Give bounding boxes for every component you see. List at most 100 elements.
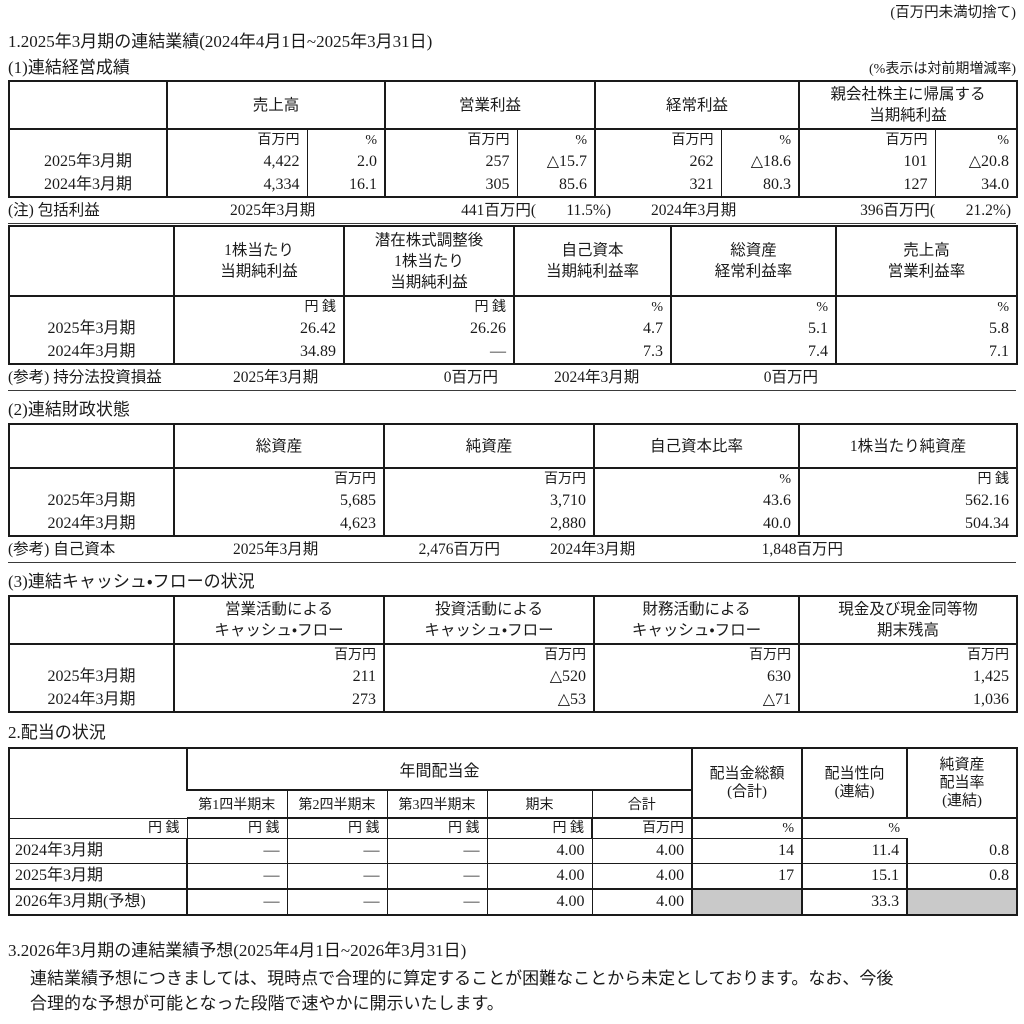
corner-cell: [9, 596, 174, 645]
note-pct-1: 11.5%): [566, 202, 611, 219]
unit-cell: %: [306, 129, 386, 150]
header-row: 1株当たり 当期純利益 潜在株式調整後 1株当たり 当期純利益 自己資本 当期純利益…: [9, 226, 1017, 297]
column-header: 配当性向 (連結): [801, 748, 908, 819]
value-cell: 4.00: [486, 838, 592, 864]
note-label: (参考) 持分法投資損益: [8, 369, 162, 386]
value-cell: 7.3: [513, 340, 671, 364]
unit-cell: 円 銭: [8, 818, 187, 839]
column-header: 現金及び現金同等物 期末残高: [798, 596, 1017, 645]
subsection-operating-results-title: (1)連結経営成績: [8, 58, 130, 77]
unit-cell: 円 銭: [186, 818, 287, 839]
comprehensive-income-note: (注) 包括利益 2025年3月期 441百万円( 11.5%) 2024年3月…: [8, 198, 1016, 224]
value-cell: 17: [691, 863, 803, 890]
financial-position-table: 総資産 純資産 自己資本比率 1株当たり純資産 百万円 百万円% 円 銭 2025年3月期 5,…: [8, 423, 1018, 537]
value-cell: 321: [594, 173, 722, 197]
cash-flow-table: 営業活動による キャッシュ・フロー 投資活動による キャッシュ・フロー 財務活動によ…: [8, 595, 1018, 713]
note-pct-2: 21.2%): [965, 202, 1011, 219]
value-cell: 305: [384, 173, 518, 197]
column-header: 親会社株主に帰属する 当期純利益: [798, 81, 1018, 130]
value-cell: ―: [286, 838, 387, 864]
note-value-2: 0百万円: [763, 369, 818, 386]
column-header: 自己資本比率: [593, 424, 799, 469]
value-cell: 7.4: [670, 340, 836, 364]
period-label: 2025年3月期: [47, 492, 136, 509]
column-header: 営業活動による キャッシュ・フロー: [173, 596, 384, 645]
value-cell: ―: [186, 863, 287, 890]
column-header: 総資産: [173, 424, 384, 469]
value-cell: 562.16: [798, 489, 1017, 512]
value-cell: 4.00: [591, 838, 693, 864]
operating-results-table: 売上高 営業利益 経常利益 親会社株主に帰属する 当期純利益 百万円% 百万円% 百万円% 百…: [8, 80, 1019, 198]
value-cell: 3,710: [383, 489, 594, 512]
table-row: 2024年3月期 273 △53 △71 1,036: [9, 688, 1017, 712]
value-cell: ―: [386, 888, 487, 915]
table-row: 2024年3月期 ― ― ― 4.00 4.00 14 11.4 0.8: [9, 838, 1018, 864]
header-row: 総資産 純資産 自己資本比率 1株当たり純資産: [9, 424, 1017, 469]
table-row: 2025年3月期 4,422 2.0 257 △15.7 262 △18.6 101 △20.8: [9, 150, 1018, 173]
section3: 3.2026年3月期の連結業績予想(2025年4月1日~2026年3月31日) …: [8, 940, 1016, 1016]
period-label: 2025年3月期: [47, 668, 136, 685]
period-label: 2026年3月期(予想): [9, 888, 187, 915]
table-row: 2026年3月期(予想) ― ― ― 4.00 4.00 33.3: [9, 888, 1018, 915]
note-value-1: 441百万円(: [461, 202, 536, 219]
value-cell: 26.42: [173, 317, 344, 340]
value-cell: ―: [286, 863, 387, 890]
value-cell: 15.1: [801, 863, 908, 890]
value-cell: ―: [386, 863, 487, 890]
note-label: (注) 包括利益: [8, 202, 100, 219]
corner-cell: [9, 424, 174, 469]
unit-spacer: [9, 129, 167, 150]
period-label: 2024年3月期: [47, 515, 136, 532]
value-cell: 1,425: [798, 665, 1017, 688]
unit-cell: 百万円: [384, 129, 518, 150]
unit-cell: 円 銭: [173, 296, 344, 317]
value-cell: 43.6: [593, 489, 799, 512]
value-cell: 34.89: [173, 340, 344, 364]
value-cell: △15.7: [516, 150, 596, 173]
period-label: 2025年3月期: [47, 320, 136, 337]
unit-spacer: [9, 644, 174, 665]
header-row: 年間配当金 配当金総額 (合計) 配当性向 (連結) 純資産 配当率 (連結): [9, 748, 1018, 819]
unit-cell: 円 銭: [286, 818, 387, 839]
column-header: 第1四半期末: [187, 790, 287, 819]
note-value-2: 396百万円(: [860, 202, 935, 219]
value-cell: 11.4: [801, 838, 908, 864]
column-header: 売上高: [165, 81, 386, 130]
own-capital-note: (参考) 自己資本 2025年3月期 2,476百万円 2024年3月期 1,8…: [8, 537, 1016, 563]
per-share-indicators-table: 1株当たり 当期純利益 潜在株式調整後 1株当たり 当期純利益 自己資本 当期純利益…: [8, 225, 1018, 365]
value-cell: 85.6: [516, 173, 596, 197]
unit-cell: 百万円: [798, 644, 1017, 665]
value-cell: △71: [593, 688, 799, 712]
column-header: 投資活動による キャッシュ・フロー: [383, 596, 594, 645]
rounding-note: (百万円未満切捨て): [890, 5, 1016, 21]
note-period-2: 2024年3月期: [651, 202, 737, 219]
unit-cell: %: [513, 296, 671, 317]
subsection-financial-position-title: (2)連結財政状態: [8, 400, 130, 419]
column-header: 総資産 経常利益率: [670, 226, 836, 297]
column-header: 純資産: [383, 424, 594, 469]
unit-cell: 百万円: [173, 644, 384, 665]
value-cell: 4.7: [513, 317, 671, 340]
value-cell: △520: [383, 665, 594, 688]
table-row: 2025年3月期 5,685 3,710 43.6 562.16: [9, 489, 1017, 512]
note-value-2: 1,848百万円: [761, 541, 843, 558]
column-header: 財務活動による キャッシュ・フロー: [593, 596, 799, 645]
unit-cell: 円 銭: [798, 468, 1017, 489]
note-value-1: 2,476百万円: [418, 541, 500, 558]
note-period-1: 2025年3月期: [233, 541, 319, 558]
value-cell: 16.1: [306, 173, 386, 197]
unit-cell: %: [720, 129, 800, 150]
column-header: 経常利益: [594, 81, 800, 130]
subsection-cash-flow-title: (3)連結キャッシュ・フローの状況: [8, 572, 255, 591]
unit-cell: %: [934, 129, 1018, 150]
value-cell: 4.00: [486, 888, 592, 915]
unit-cell: 百万円: [383, 468, 594, 489]
value-cell: 2,880: [383, 512, 594, 536]
value-cell: 1,036: [798, 688, 1017, 712]
unit-cell: 百万円: [590, 818, 693, 839]
value-cell: 4,623: [173, 512, 384, 536]
value-cell: 26.26: [343, 317, 514, 340]
value-cell: 7.1: [835, 340, 1017, 364]
section2-title: 2.配当の状況: [8, 723, 106, 742]
note-period-2: 2024年3月期: [550, 541, 636, 558]
